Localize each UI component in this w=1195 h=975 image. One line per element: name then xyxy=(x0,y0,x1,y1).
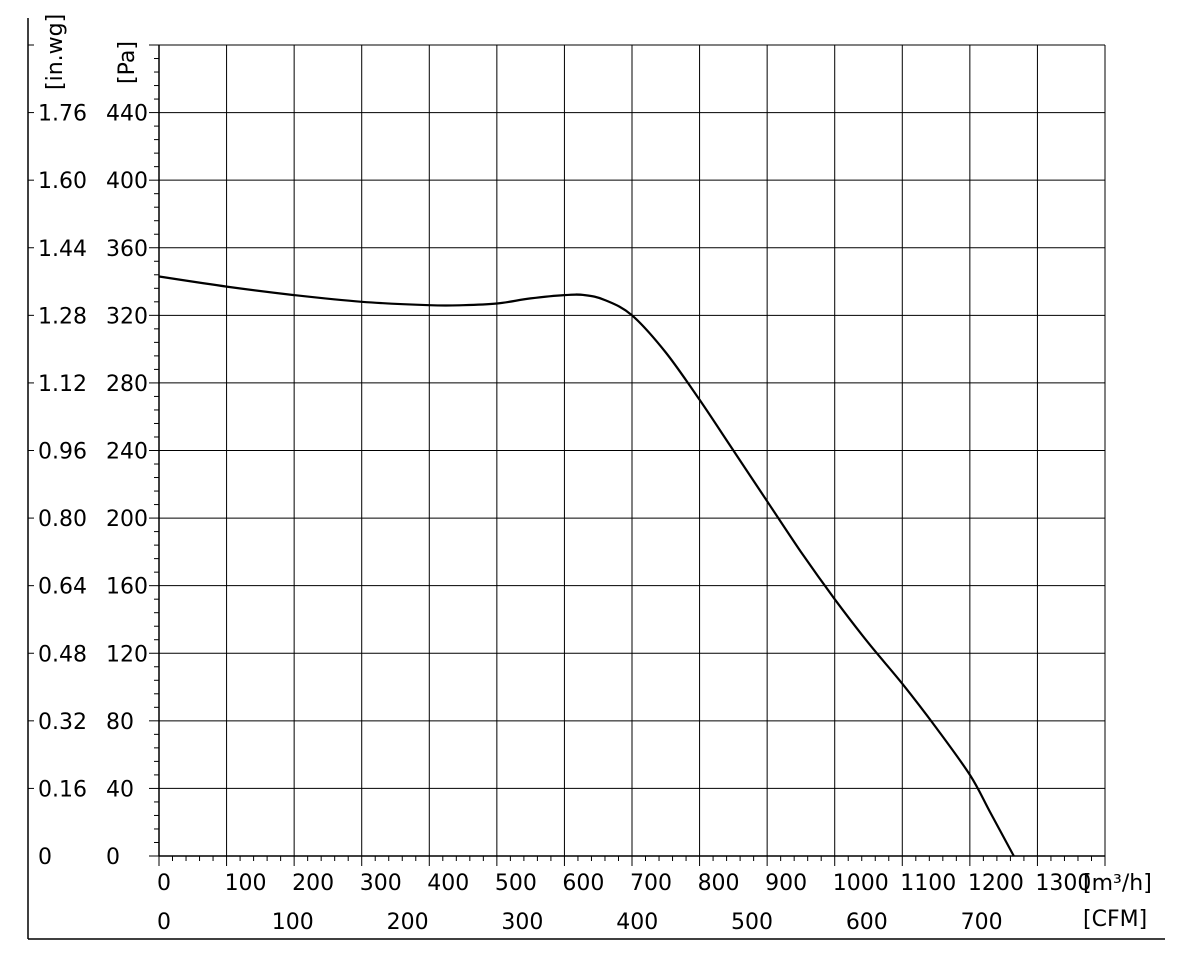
pa-tick-label: 440 xyxy=(106,102,148,127)
pa-tick-label: 320 xyxy=(106,304,148,329)
inwg-tick-label: 1.28 xyxy=(38,304,87,329)
x-tick-label: 300 xyxy=(360,871,402,896)
inwg-tick-label: 0 xyxy=(38,845,52,870)
pa-tick-label: 80 xyxy=(106,710,134,735)
pa-tick-label: 400 xyxy=(106,169,148,194)
unit-labels: [m³/h] [CFM] [Pa] [in.wg] xyxy=(43,14,1152,932)
tick-labels: 0 100 200 300 400 500 600 700 800 900 1000 1100 1200… xyxy=(38,102,1091,935)
x-tick-label: 500 xyxy=(495,871,537,896)
cfm-tick-label: 200 xyxy=(387,910,429,935)
inwg-tick-label: 0.32 xyxy=(38,710,87,735)
inwg-tick-label: 0.48 xyxy=(38,642,87,667)
pa-tick-label: 200 xyxy=(106,507,148,532)
grid xyxy=(159,44,1106,856)
x-tick-label: 800 xyxy=(698,871,740,896)
inwg-tick-label: 1.76 xyxy=(38,102,87,127)
cfm-tick-label: 400 xyxy=(616,910,658,935)
y-unit-label-inwg: [in.wg] xyxy=(43,14,68,90)
cfm-tick-label: 500 xyxy=(731,910,773,935)
inwg-tick-label: 1.60 xyxy=(38,169,87,194)
pa-tick-label: 0 xyxy=(106,845,120,870)
x-unit-label-m3h: [m³/h] xyxy=(1083,871,1152,896)
cfm-tick-label: 100 xyxy=(272,910,314,935)
x-tick-label: 700 xyxy=(630,871,672,896)
x-tick-label: 600 xyxy=(562,871,604,896)
pa-tick-label: 40 xyxy=(106,777,134,802)
cfm-tick-label: 0 xyxy=(157,910,171,935)
inwg-tick-label: 0.16 xyxy=(38,777,87,802)
inwg-tick-label: 0.64 xyxy=(38,575,87,600)
x-tick-label: 400 xyxy=(427,871,469,896)
cfm-tick-label: 300 xyxy=(501,910,543,935)
inwg-tick-label: 0.80 xyxy=(38,507,87,532)
pa-tick-label: 160 xyxy=(106,575,148,600)
y-unit-label-pa: [Pa] xyxy=(115,41,140,84)
pa-tick-label: 360 xyxy=(106,237,148,262)
pa-tick-label: 240 xyxy=(106,440,148,465)
x-tick-label: 0 xyxy=(157,871,171,896)
inwg-tick-label: 1.44 xyxy=(38,237,87,262)
fan-curve-line xyxy=(158,275,1015,857)
x-tick-label: 1300 xyxy=(1035,871,1091,896)
series xyxy=(158,275,1015,857)
axes xyxy=(27,18,1165,940)
pa-tick-label: 120 xyxy=(106,642,148,667)
x-tick-label: 900 xyxy=(765,871,807,896)
x-tick-label: 200 xyxy=(292,871,334,896)
x-tick-label: 1000 xyxy=(833,871,889,896)
x-tick-label: 1200 xyxy=(968,871,1024,896)
x-unit-label-cfm: [CFM] xyxy=(1083,907,1147,932)
cfm-tick-label: 700 xyxy=(961,910,1003,935)
x-tick-label: 100 xyxy=(225,871,267,896)
inwg-tick-label: 0.96 xyxy=(38,440,87,465)
inwg-tick-label: 1.12 xyxy=(38,372,87,397)
pa-tick-label: 280 xyxy=(106,372,148,397)
cfm-tick-label: 600 xyxy=(846,910,888,935)
x-tick-label: 1100 xyxy=(900,871,956,896)
